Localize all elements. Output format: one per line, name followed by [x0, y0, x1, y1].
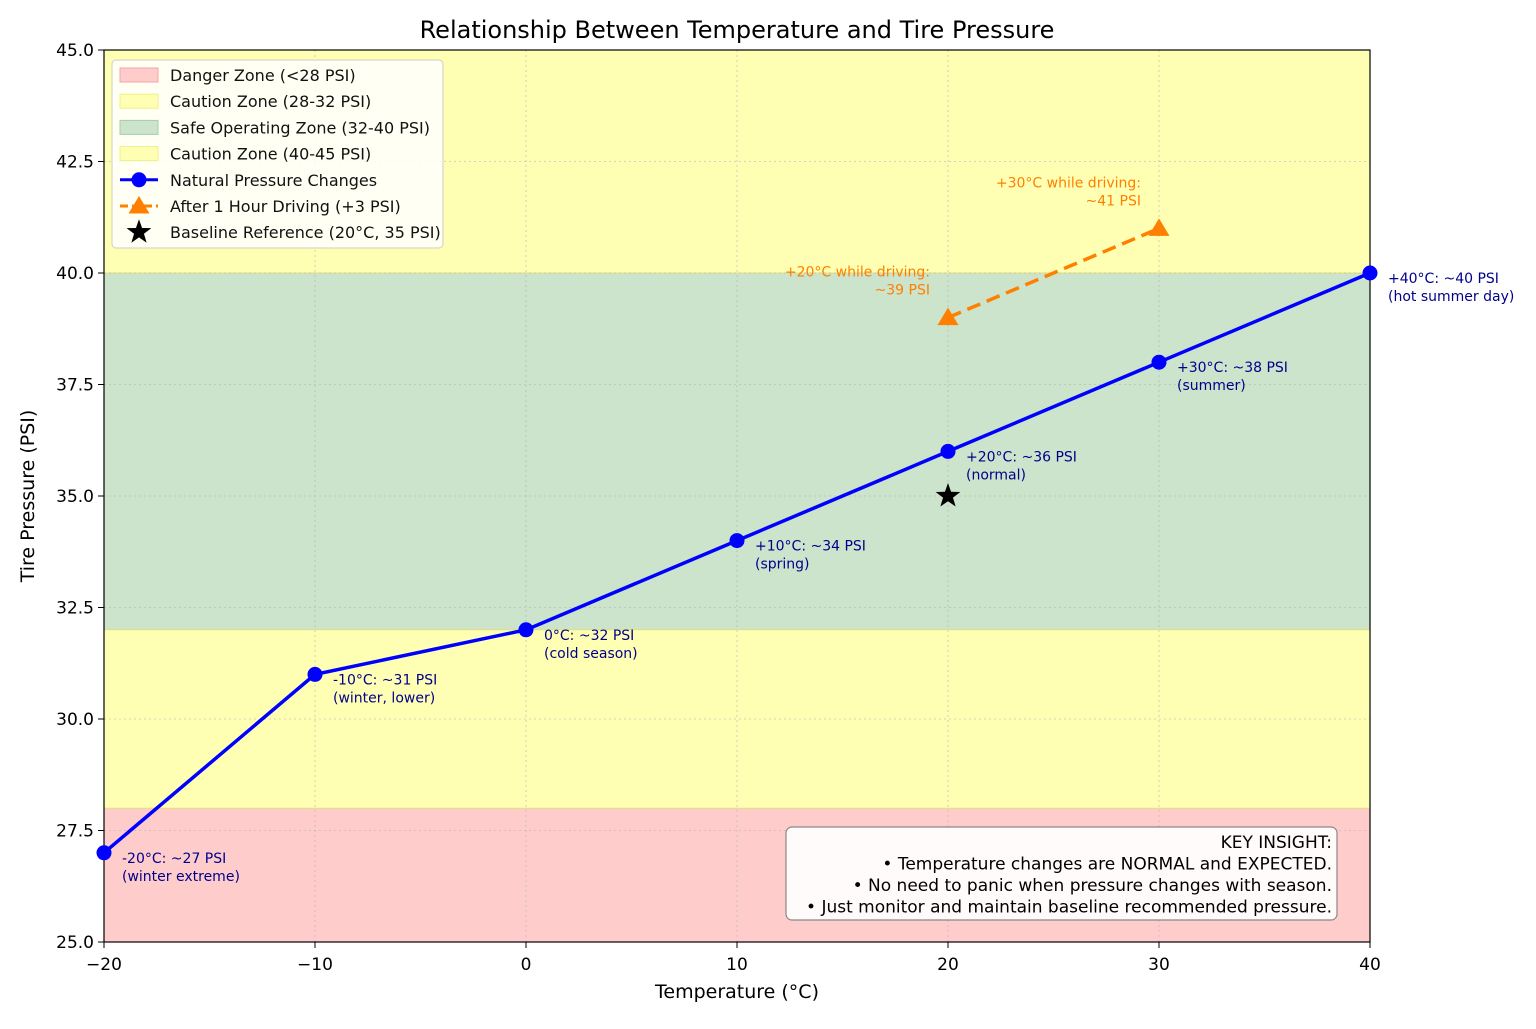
- series-2-point-0: [935, 483, 961, 507]
- y-tick-label: 40.0: [56, 264, 94, 284]
- insight-line: • Just monitor and maintain baseline rec…: [806, 898, 1332, 918]
- legend-swatch-zone-3: [119, 146, 159, 162]
- natural-point-label: +40°C: ~40 PSI: [1388, 271, 1499, 287]
- insight-box-frame: [785, 826, 1338, 921]
- y-tick-label: 25.0: [56, 933, 94, 953]
- legend-swatch-zone-0: [119, 67, 159, 83]
- x-tick-label: 20: [937, 955, 959, 975]
- natural-point-label: +10°C: ~34 PSI: [755, 539, 866, 555]
- y-tick-label: 42.5: [56, 153, 94, 173]
- driving-point-label: ~41 PSI: [1086, 193, 1141, 209]
- natural-point-label: (winter, lower): [333, 690, 435, 706]
- x-tick-label: −10: [297, 955, 333, 975]
- chart-title: Relationship Between Temperature and Tir…: [420, 16, 1055, 44]
- natural-point-label: -20°C: ~27 PSI: [122, 851, 226, 867]
- series-0-point-6: [1362, 265, 1378, 281]
- y-axis-label: Tire Pressure (PSI): [17, 410, 39, 584]
- y-tick-label: 32.5: [56, 599, 94, 619]
- series-0-point-5: [1151, 354, 1167, 370]
- series-1-point-1: [1148, 218, 1170, 236]
- legend-item-label: Natural Pressure Changes: [170, 171, 377, 190]
- series-layer: [96, 218, 1378, 861]
- series-0-point-2: [518, 622, 534, 638]
- y-tick-label: 30.0: [56, 710, 94, 730]
- legend-item-label: Caution Zone (40-45 PSI): [170, 145, 371, 164]
- natural-point-label: -10°C: ~31 PSI: [333, 672, 437, 688]
- y-tick-label: 45.0: [56, 41, 94, 61]
- legend-marker-series-1: [128, 196, 150, 214]
- series-0-point-0: [96, 845, 112, 861]
- series-0-point-1: [307, 666, 323, 682]
- series-0-point-3: [729, 533, 745, 549]
- legend-item-label: Caution Zone (28-32 PSI): [170, 92, 371, 111]
- key-insight-box: KEY INSIGHT:• Temperature changes are NO…: [785, 826, 1338, 921]
- y-tick-label: 37.5: [56, 376, 94, 396]
- labels-layer: -20°C: ~27 PSI (winter extreme) -10°C: ~31…: [122, 175, 1514, 884]
- legend-box: [111, 59, 444, 249]
- driving-point-label: ~39 PSI: [875, 283, 930, 299]
- legend-item-label: After 1 Hour Driving (+3 PSI): [170, 197, 401, 216]
- x-tick-label: −20: [86, 955, 122, 975]
- insight-line: • No need to panic when pressure changes…: [853, 876, 1332, 896]
- y-tick-label: 35.0: [56, 487, 94, 507]
- x-axis-label: Temperature (°C): [654, 981, 819, 1003]
- natural-point-label: (summer): [1177, 378, 1246, 394]
- legend-marker-series-2: [126, 219, 152, 243]
- series-1-point-0: [937, 307, 959, 326]
- natural-point-label: (spring): [755, 557, 810, 573]
- driving-point-label: +30°C while driving:: [996, 175, 1141, 191]
- x-tick-label: 0: [521, 955, 532, 975]
- legend-swatch-zone-2: [119, 119, 159, 135]
- series-0-point-4: [940, 443, 956, 459]
- legend-marker-series-0: [131, 172, 147, 188]
- natural-point-label: (hot summer day): [1388, 289, 1514, 305]
- natural-point-label: (normal): [966, 467, 1026, 483]
- insight-line: • Temperature changes are NORMAL and EXP…: [882, 855, 1332, 875]
- x-tick-label: 30: [1148, 955, 1170, 975]
- series-line-1: [947, 226, 1160, 320]
- insight-line: KEY INSIGHT:: [1221, 833, 1332, 853]
- legend-item-label: Danger Zone (<28 PSI): [170, 66, 356, 85]
- natural-point-label: (winter extreme): [122, 869, 240, 885]
- legend-item-label: Baseline Reference (20°C, 35 PSI): [170, 223, 441, 242]
- legend-swatch-zone-1: [119, 93, 159, 109]
- legend: Danger Zone (<28 PSI) Caution Zone (28-32…: [111, 59, 444, 249]
- x-tick-label: 40: [1359, 955, 1381, 975]
- driving-point-label: +20°C while driving:: [785, 265, 930, 281]
- natural-point-label: (cold season): [544, 646, 638, 662]
- natural-point-label: +30°C: ~38 PSI: [1177, 360, 1288, 376]
- ticks-layer: −20 −10 0 10 20 30 40 25.0 27.5 30.0 32.5 35.0 37.5 4…: [56, 41, 1381, 975]
- natural-point-label: 0°C: ~32 PSI: [544, 628, 634, 644]
- legend-item-label: Safe Operating Zone (32-40 PSI): [170, 118, 430, 137]
- x-tick-label: 10: [726, 955, 748, 975]
- y-tick-label: 27.5: [56, 822, 94, 842]
- natural-point-label: +20°C: ~36 PSI: [966, 449, 1077, 465]
